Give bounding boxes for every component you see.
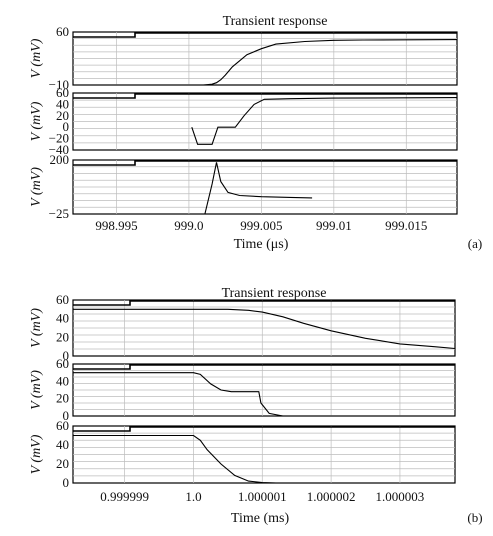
signal-tab xyxy=(73,300,455,306)
x-tick-label: 999.0 xyxy=(174,218,203,233)
y-tick-label: 40 xyxy=(56,96,69,111)
signal-tab xyxy=(73,32,457,38)
x-tick-label: 1.000001 xyxy=(238,489,287,504)
x-tick-label: 1.000002 xyxy=(307,489,356,504)
series-line-1 xyxy=(73,434,277,484)
y-axis-label: V (mV) xyxy=(29,308,44,348)
signal-tab xyxy=(73,364,455,370)
y-tick-label: 60 xyxy=(56,418,69,433)
y-tick-label: −20 xyxy=(49,131,69,146)
x-tick-label: 999.015 xyxy=(385,218,427,233)
x-tick-label: 998.995 xyxy=(95,218,137,233)
panel-label: (b) xyxy=(467,510,482,525)
subplot-1: −10 60 V (mV) xyxy=(29,24,458,92)
y-tick-label: 20 xyxy=(56,391,69,406)
x-tick-label: 999.01 xyxy=(316,218,352,233)
y-tick-label: 0 xyxy=(63,475,70,490)
y-axis-label: V (mV) xyxy=(29,38,44,78)
panel-label: (a) xyxy=(468,236,482,251)
signal-tab xyxy=(73,426,455,432)
series-line-1 xyxy=(73,308,456,350)
y-tick-label: 60 xyxy=(56,356,69,371)
subplot-1: 0 20 40 60 V (mV) xyxy=(29,292,456,363)
signal-tab xyxy=(73,93,457,99)
x-tick-label: 1.0 xyxy=(185,489,201,504)
y-tick-label: 20 xyxy=(56,329,69,344)
chart-title: Transient response xyxy=(223,14,328,29)
y-tick-label: 60 xyxy=(56,85,69,100)
y-tick-label: −10 xyxy=(49,77,69,92)
y-axis-label: V (mV) xyxy=(29,434,44,474)
x-tick-label: 999.005 xyxy=(240,218,282,233)
y-tick-label: 200 xyxy=(50,152,70,167)
y-tick-label: 40 xyxy=(56,373,69,388)
series-line-1 xyxy=(73,39,458,86)
x-axis-label: Time (ms) xyxy=(231,511,290,526)
y-tick-label: 60 xyxy=(56,24,69,39)
y-tick-label: 0 xyxy=(63,408,70,423)
series-line-1 xyxy=(204,162,313,215)
y-tick-label: 40 xyxy=(56,311,69,326)
series-line-1 xyxy=(191,97,458,145)
subplot-3: −25 200 V (mV) xyxy=(29,152,458,221)
y-tick-label: 0 xyxy=(63,119,70,134)
y-tick-label: −25 xyxy=(49,206,69,221)
x-axis-label: Time (μs) xyxy=(234,237,289,252)
y-tick-label: −40 xyxy=(49,142,69,157)
y-tick-label: 20 xyxy=(56,456,69,471)
y-tick-label: 60 xyxy=(56,292,69,307)
y-tick-label: 0 xyxy=(63,348,70,363)
subplot-2: 0 20 40 60 V (mV) xyxy=(29,356,456,423)
signal-tab xyxy=(73,160,457,166)
figure-b: Transient response 0 20 40 60 V (mV) 0 20 40 60 V … xyxy=(29,286,483,526)
y-axis-label: V (mV) xyxy=(29,101,44,141)
x-tick-label: 0.999999 xyxy=(100,489,149,504)
chart-title: Transient response xyxy=(222,286,327,301)
y-axis-label: V (mV) xyxy=(29,167,44,207)
y-tick-label: 40 xyxy=(56,437,69,452)
x-tick-label: 1.000003 xyxy=(376,489,425,504)
series-line-1 xyxy=(73,372,455,417)
subplot-3: 0 20 40 60 V (mV) xyxy=(29,418,456,490)
y-axis-label: V (mV) xyxy=(29,370,44,410)
y-tick-label: 20 xyxy=(56,108,69,123)
